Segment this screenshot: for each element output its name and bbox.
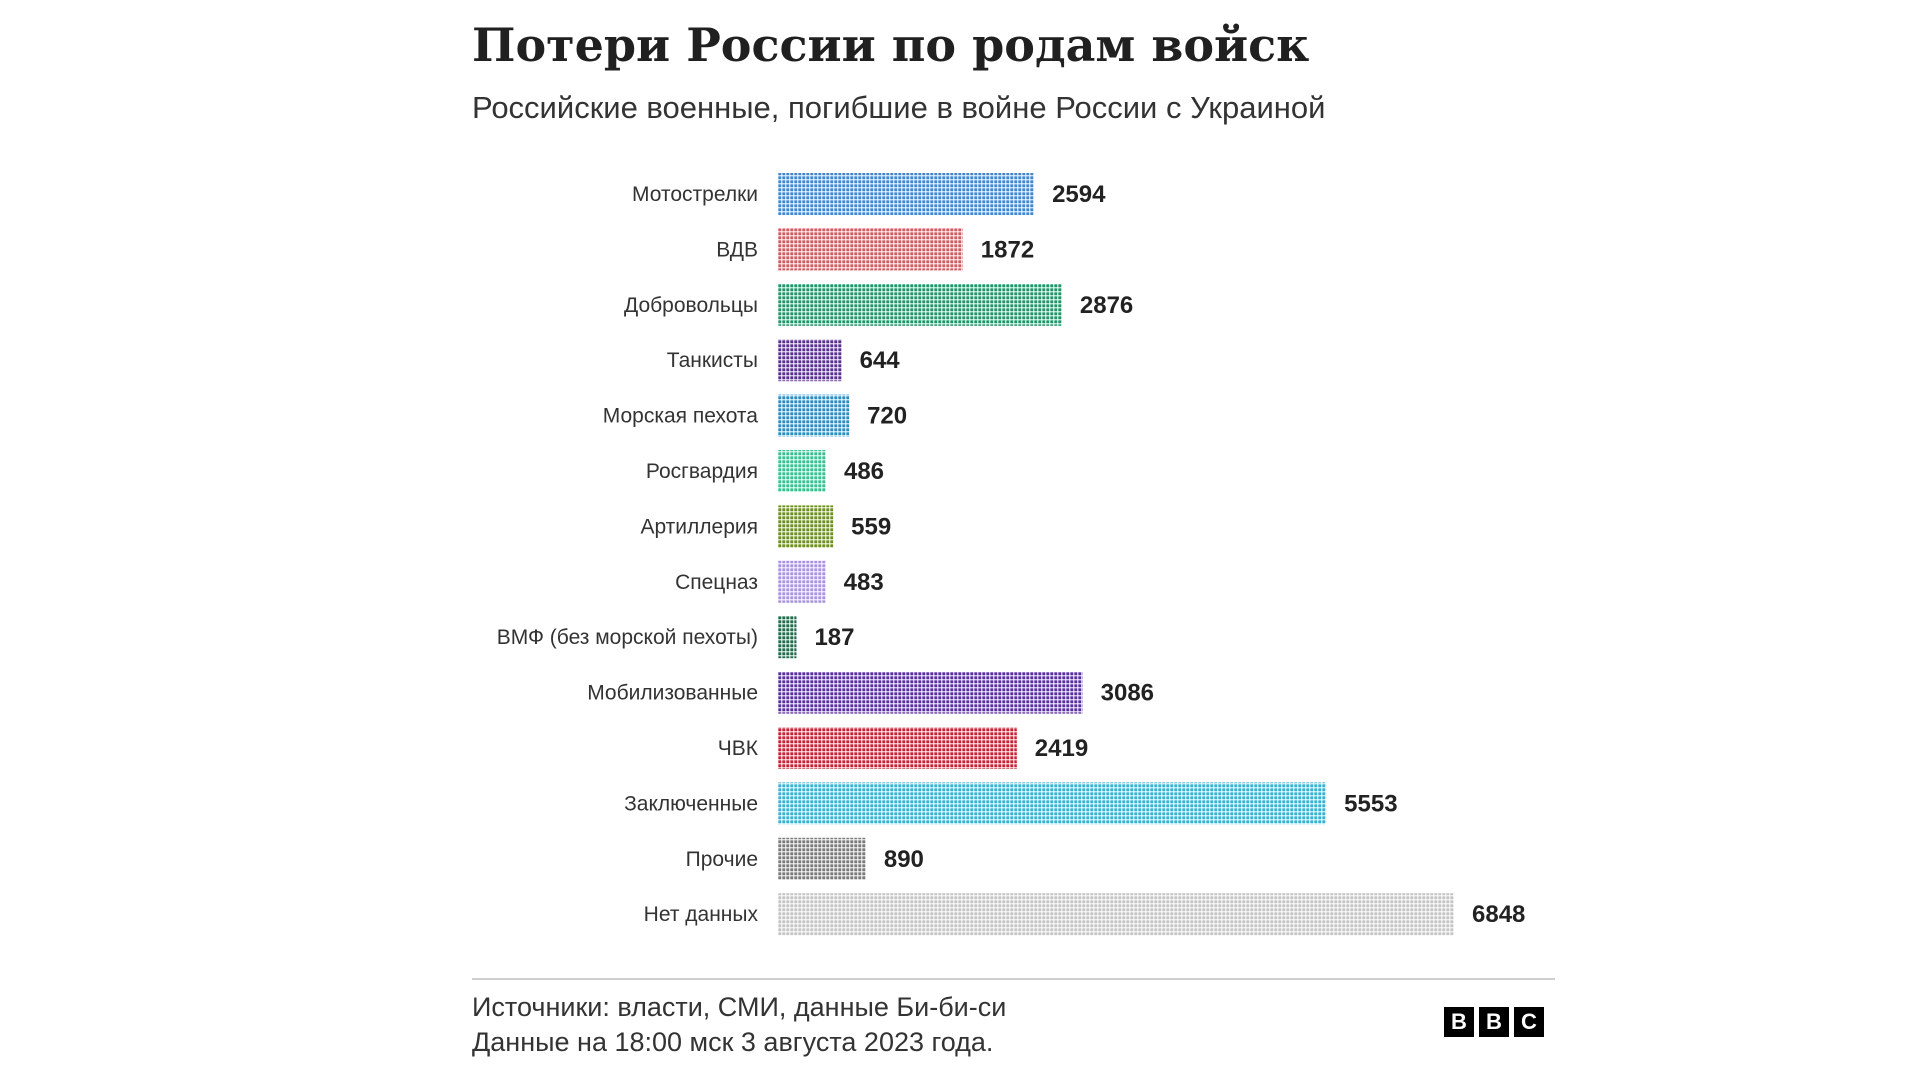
value-label: 2419 [1035,735,1088,762]
bbc-logo-letter: B [1444,1007,1474,1037]
category-label: Морская пехота [603,405,759,428]
category-label: Росгвардия [646,460,758,483]
category-label: ВМФ (без морской пехоты) [497,626,758,649]
bar [778,450,826,492]
bar [778,727,1017,769]
value-label: 3086 [1101,680,1154,707]
value-label: 644 [860,347,901,374]
category-label: Нет данных [644,903,759,926]
value-label: 1872 [981,236,1034,263]
bbc-logo-letter: B [1479,1007,1509,1037]
bar [778,283,1062,326]
footer-divider [472,978,1555,980]
value-label: 187 [814,624,854,651]
category-label: Артиллерия [640,515,758,538]
category-label: Прочие [686,848,758,871]
value-label: 483 [844,569,884,596]
bar [778,505,834,548]
value-label: 720 [867,403,907,430]
bar [778,893,1454,936]
bar [778,228,963,271]
bar [778,782,1327,825]
category-label: Заключенные [624,792,758,815]
bbc-logo-letter: C [1514,1007,1544,1037]
value-label: 5553 [1344,790,1397,817]
category-label: Мобилизованные [587,682,758,705]
value-label: 890 [884,846,924,873]
value-label: 559 [851,513,891,540]
category-label: Мотострелки [632,183,758,206]
bar-chart: Мотострелки 2594 ВДВ 1872 Добровольцы 2876 Тан… [497,173,1525,936]
value-label: 6848 [1472,901,1525,928]
chart-subtitle: Российские военные, погибшие в войне Рос… [472,90,1326,125]
date-note: Данные на 18:00 мск 3 августа 2023 года. [472,1027,994,1057]
bar [778,560,826,603]
bar [778,671,1083,714]
category-label: ВДВ [716,238,758,261]
bbc-logo: B B C [1444,1007,1544,1037]
bars-layer: Мотострелки 2594 ВДВ 1872 Добровольцы 2876 Тан… [497,173,1525,936]
category-label: ЧВК [718,737,759,760]
bar [778,339,842,382]
category-label: Танкисты [667,349,758,372]
category-label: Спецназ [675,571,758,594]
category-label: Добровольцы [624,294,758,317]
bar [778,837,866,880]
value-label: 2594 [1052,181,1106,208]
value-label: 2876 [1080,292,1133,319]
bar [778,173,1035,215]
value-label: 486 [844,458,884,485]
chart-title: Потери России по родам войск [472,18,1310,72]
source-note: Источники: власти, СМИ, данные Би-би-си [472,992,1007,1022]
bar [778,616,797,659]
bar [778,394,850,437]
